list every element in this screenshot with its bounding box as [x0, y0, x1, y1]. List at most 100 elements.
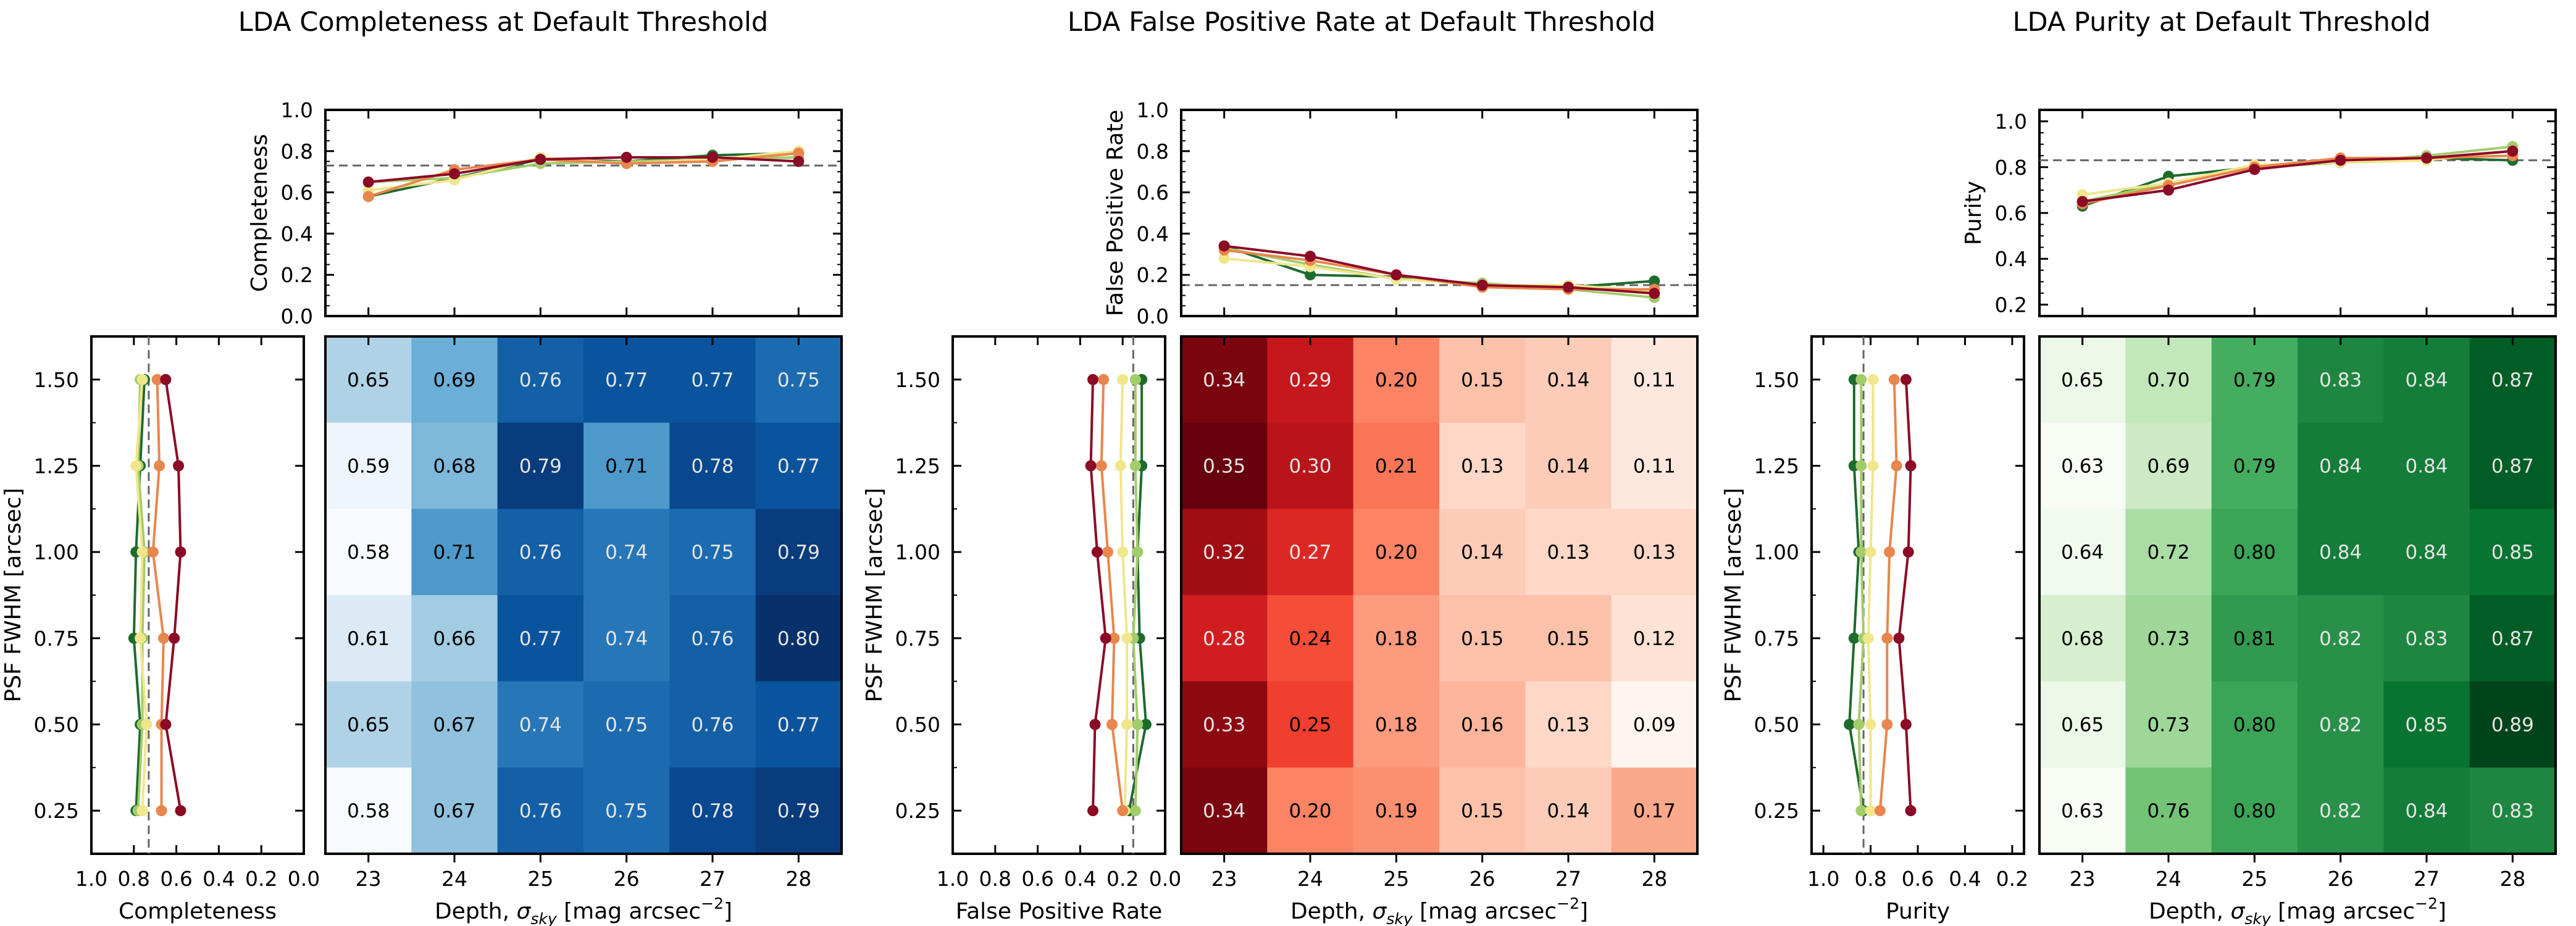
side-y-tick-label: 0.50 [34, 713, 79, 737]
heatmap-cell-label: 0.77 [777, 714, 820, 736]
top-series-point [2507, 145, 2519, 157]
heatmap-x-axis-label: Depth, σsky [mag arcsec−2] [2149, 895, 2446, 926]
top-y-axis-label: False Positive Rate [1103, 110, 1128, 317]
heatmap-cell [2298, 681, 2384, 768]
xlabel-close: ] [1579, 899, 1588, 924]
heatmap-cell [2469, 681, 2556, 768]
side-x-tick-label: 0.8 [979, 867, 1011, 891]
side-series-line [1089, 379, 1107, 811]
heatmap-cell-label: 0.20 [1289, 800, 1331, 822]
heatmap-cell-label: 0.59 [347, 456, 390, 478]
side-series-point [1129, 460, 1141, 472]
heatmap-x-axis-label: Depth, σsky [mag arcsec−2] [1290, 895, 1588, 926]
top-y-tick-label: 0.6 [1137, 181, 1169, 205]
heatmap-cell [2383, 767, 2470, 854]
heatmap-cell [411, 595, 498, 682]
heatmap-cell [669, 509, 756, 596]
side-x-tick-label: 1.0 [75, 867, 107, 891]
heatmap-cell-label: 0.17 [1633, 800, 1676, 822]
top-y-tick-label: 1.0 [281, 98, 313, 122]
side-series-point [154, 460, 165, 472]
side-series-point [1098, 373, 1110, 385]
side-x-tick-label: 0.0 [1149, 867, 1181, 891]
side-series-line [132, 379, 146, 811]
heatmap-cell [1353, 767, 1440, 854]
heatmap-cell-label: 0.32 [1203, 541, 1245, 564]
heatmap-cell [2383, 336, 2470, 423]
heatmap-x-tick-label: 27 [2414, 867, 2440, 891]
heatmap-cell-label: 0.34 [1203, 369, 1245, 391]
xlabel-unit: [mag arcsec [1413, 899, 1557, 924]
heatmap-cell-label: 0.71 [433, 541, 475, 564]
heatmap-cell [1181, 681, 1268, 768]
side-y-tick-label: 0.50 [1754, 713, 1799, 737]
heatmap-cell [2469, 595, 2556, 682]
heatmap-cell [1525, 681, 1612, 768]
heatmap-cell [325, 767, 412, 854]
side-series-point [1884, 546, 1896, 558]
heatmap-x-tick-label: 23 [2070, 867, 2096, 891]
heatmap-cell [1439, 767, 1526, 854]
heatmap-cell-label: 0.69 [433, 369, 475, 391]
heatmap-cell [669, 681, 756, 768]
heatmap-cell-label: 0.84 [2319, 541, 2362, 564]
heatmap-cell-label: 0.76 [691, 628, 734, 650]
heatmap-cell-label: 0.13 [1461, 456, 1503, 478]
side-series-point [1091, 546, 1103, 558]
heatmap-cell-label: 0.76 [2147, 800, 2189, 822]
heatmap-cell [497, 336, 584, 423]
heatmap-cell-label: 0.78 [691, 456, 734, 478]
heatmap-cell-label: 0.77 [691, 369, 734, 391]
side-y-tick-label: 0.75 [34, 627, 79, 651]
heatmap-cell-label: 0.80 [2233, 714, 2276, 736]
xlabel-exponent: −2 [2415, 895, 2438, 912]
heatmap-cell [2211, 509, 2298, 596]
heatmap-cell-label: 0.85 [2491, 541, 2534, 564]
heatmap-cell-label: 0.79 [519, 456, 562, 478]
heatmap-cell [2469, 336, 2556, 423]
side-y-tick-label: 1.50 [895, 368, 940, 392]
heatmap-cell [1525, 509, 1612, 596]
top-y-tick-label: 0.4 [1137, 222, 1169, 246]
side-x-tick-label: 0.6 [1902, 867, 1934, 891]
heatmap-cell-label: 0.82 [2319, 800, 2362, 822]
heatmap-x-tick-label: 24 [2156, 867, 2181, 891]
top-y-axis-label: Completeness [247, 134, 272, 292]
side-series-point [1900, 719, 1912, 730]
side-y-tick-label: 0.75 [895, 627, 940, 651]
side-y-tick-label: 0.25 [34, 799, 79, 823]
heatmap-cell-label: 0.13 [1547, 541, 1589, 564]
side-y-tick-label: 1.25 [34, 454, 79, 478]
side-series-line [1857, 379, 1865, 811]
side-series-point [1089, 719, 1101, 730]
side-y-tick-label: 1.50 [1754, 368, 1799, 392]
heatmap-x-tick-label: 25 [527, 867, 553, 891]
heatmap-x-tick-label: 27 [700, 867, 726, 891]
heatmap-cell [2298, 422, 2384, 509]
heatmap-cell-label: 0.65 [2061, 369, 2104, 391]
panel-fpr: LDA False Positive Rate at Default Thres… [862, 7, 1699, 926]
heatmap-cell [1267, 681, 1354, 768]
heatmap-cell [1353, 509, 1440, 596]
side-x-tick-label: 0.4 [203, 867, 235, 891]
heatmap-x-tick-label: 26 [614, 867, 640, 891]
side-series-point [135, 632, 146, 644]
heatmap-cell [1181, 422, 1268, 509]
heatmap-frame [2038, 335, 2557, 855]
heatmap-cell-label: 0.13 [1547, 714, 1589, 736]
heatmap-cell [2039, 767, 2126, 854]
heatmap-cell [2211, 595, 2298, 682]
heatmap-cell-label: 0.79 [777, 541, 820, 564]
side-series-point [160, 719, 172, 730]
side-series-point [1102, 546, 1114, 558]
side-series-point [1121, 719, 1133, 730]
top-y-tick-label: 0.0 [281, 304, 313, 328]
heatmap-cell-label: 0.71 [605, 456, 648, 478]
heatmap-x-tick-label: 25 [1383, 867, 1409, 891]
heatmap-cell-label: 0.74 [605, 541, 648, 564]
heatmap-cell [2298, 509, 2384, 596]
heatmap-cell [325, 336, 412, 423]
heatmap-cell [1181, 336, 1268, 423]
top-series-point [1390, 269, 1402, 281]
panel-purity: LDA Purity at Default Threshold 0.65 0.70 0… [1721, 7, 2557, 926]
